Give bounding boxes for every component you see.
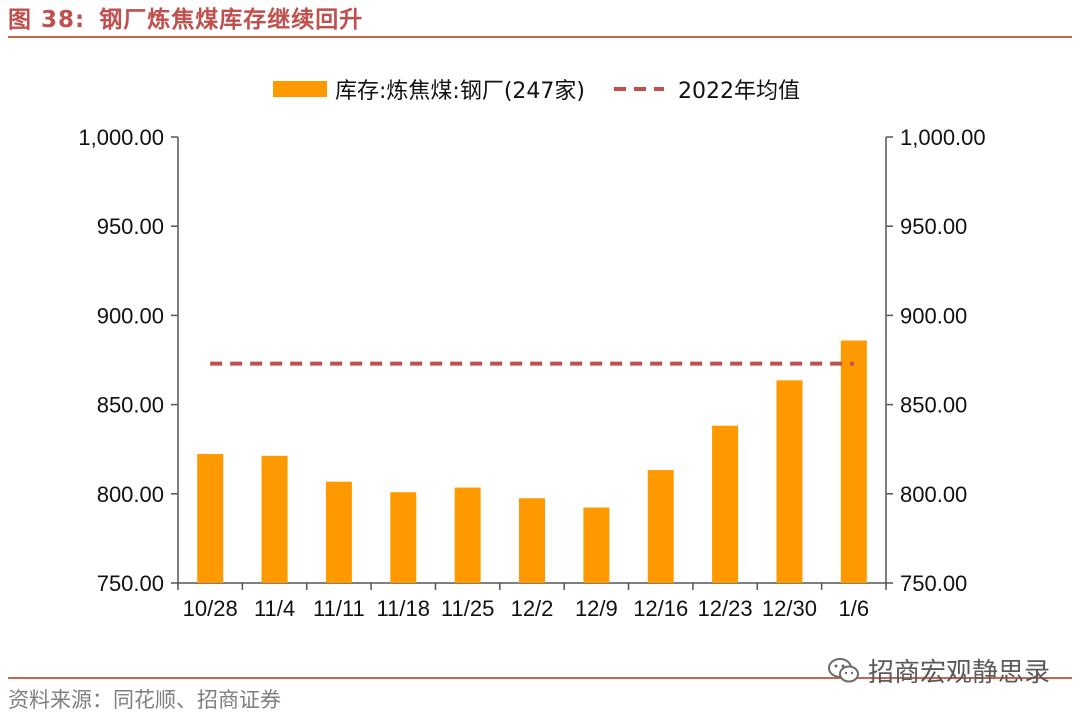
bar: [647, 470, 674, 583]
y2-tick-label: 800.00: [900, 482, 967, 507]
x-tick-label: 11/4: [254, 596, 295, 621]
y-tick-label: 850.00: [97, 393, 164, 418]
x-tick-label: 12/9: [575, 596, 618, 621]
legend-label-inventory: 库存:炼焦煤:钢厂(247家): [335, 79, 585, 104]
x-tick-label: 1/6: [839, 596, 870, 621]
bar: [454, 487, 481, 583]
y2-tick-label: 1,000.00: [900, 125, 986, 150]
bar: [583, 507, 610, 583]
wechat-icon: [827, 657, 859, 682]
watermark-text: 招商宏观静思录: [867, 658, 1050, 688]
y-tick-label: 900.00: [97, 303, 164, 328]
source-note: 资料来源：同花顺、招商证券: [8, 688, 281, 712]
y2-tick-label: 900.00: [900, 303, 967, 328]
x-tick-label: 12/16: [633, 596, 688, 621]
x-tick-label: 12/2: [511, 596, 554, 621]
y-tick-label: 950.00: [97, 214, 164, 239]
x-tick-label: 12/23: [698, 596, 753, 621]
y2-tick-label: 950.00: [900, 214, 967, 239]
bar: [390, 492, 417, 583]
x-tick-label: 12/30: [762, 596, 817, 621]
watermark: 招商宏观静思录: [827, 652, 1050, 689]
bar-chart: 库存:炼焦煤:钢厂(247家) 2022年均值 750.00 750.00 800.00…: [78, 79, 986, 621]
header-divider: [8, 36, 1072, 38]
x-tick-label: 10/28: [183, 596, 238, 621]
x-tick-label: 11/18: [377, 596, 430, 621]
bar: [712, 425, 739, 583]
x-tick-label: 11/25: [441, 596, 494, 621]
figure-header: 图 38: 钢厂炼焦煤库存继续回升: [8, 2, 364, 33]
y-tick-label: 800.00: [97, 482, 164, 507]
y-tick-label: 750.00: [97, 571, 164, 596]
x-tick-label: 11/11: [313, 596, 365, 621]
bar: [840, 340, 867, 583]
figure-title: 钢厂炼焦煤库存继续回升: [99, 7, 364, 33]
bar: [325, 481, 352, 583]
bar: [197, 454, 224, 583]
y2-tick-label: 750.00: [900, 571, 967, 596]
y-tick-label: 1,000.00: [78, 125, 164, 150]
figure-label: 图 38:: [8, 7, 86, 33]
y2-tick-label: 850.00: [900, 393, 967, 418]
bar: [519, 498, 545, 583]
legend-label-mean: 2022年均值: [678, 79, 800, 104]
bar: [776, 380, 803, 583]
bar: [261, 455, 288, 583]
footer-divider: [8, 677, 1072, 679]
legend-swatch-inventory: [273, 81, 327, 97]
